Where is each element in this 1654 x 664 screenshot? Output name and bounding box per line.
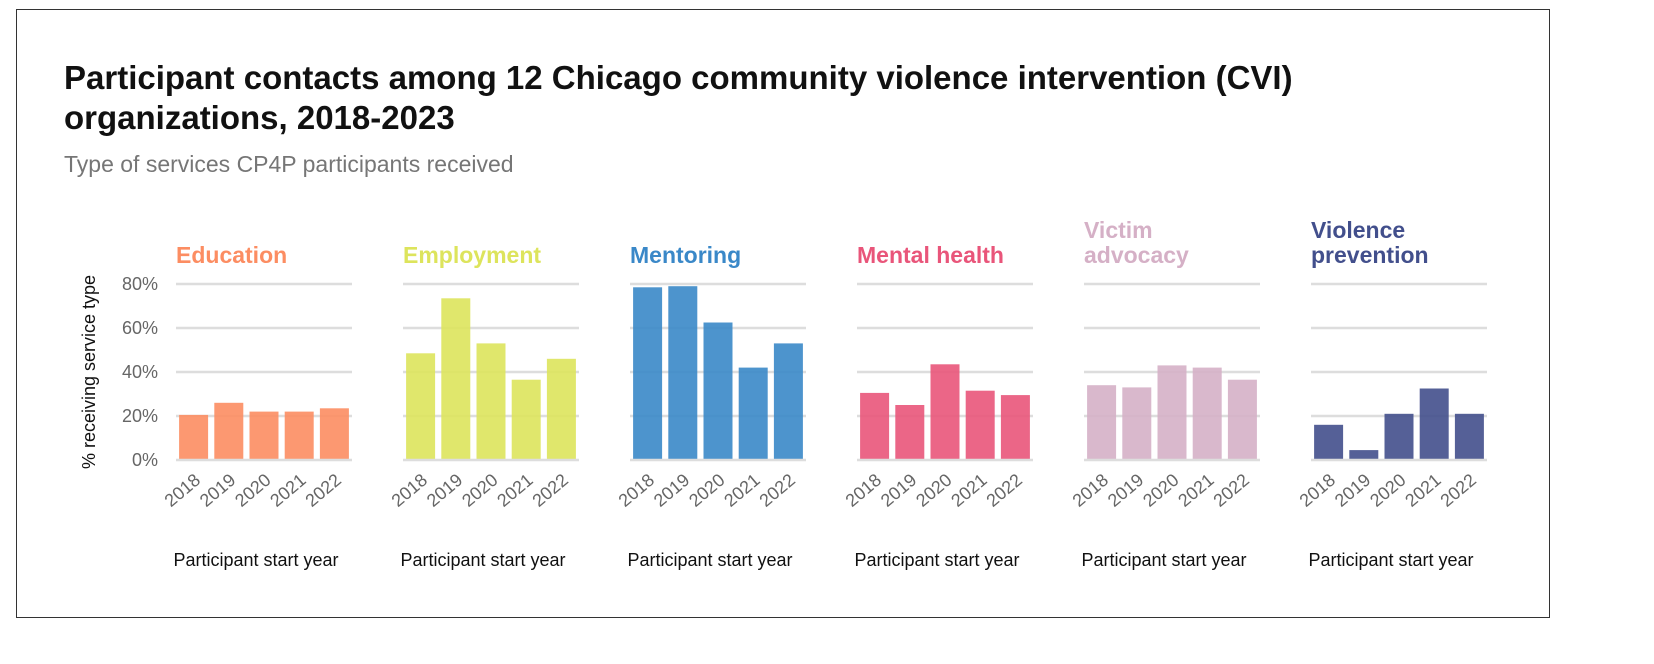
y-tick-label: 20% [122, 406, 158, 426]
bar-violence-prevention-2020 [1384, 413, 1414, 460]
bar-violence-prevention-2018 [1314, 424, 1344, 460]
bar-mentoring-2019 [668, 286, 698, 460]
bar-mental-health-2022 [1000, 395, 1030, 460]
y-axis-label: % receiving service type [79, 275, 99, 469]
panel-title-mental-health: Mental health [857, 242, 1004, 268]
x-axis-label: Participant start year [627, 550, 792, 570]
x-tick-label: 2019 [877, 470, 921, 511]
bar-violence-prevention-2019 [1349, 450, 1379, 460]
x-tick-label: 2021 [493, 470, 537, 511]
bar-education-2020 [249, 411, 279, 460]
y-tick-label: 40% [122, 362, 158, 382]
x-tick-label: 2018 [1069, 470, 1113, 511]
x-tick-label: 2022 [1209, 470, 1253, 511]
x-tick-label: 2021 [720, 470, 764, 511]
x-tick-label: 2018 [1296, 470, 1340, 511]
bar-employment-2021 [511, 379, 541, 460]
x-tick-label: 2022 [301, 470, 345, 511]
bar-victim-advocacy-2020 [1157, 365, 1187, 460]
x-tick-label: 2018 [388, 470, 432, 511]
x-tick-label: 2021 [947, 470, 991, 511]
bar-mentoring-2018 [633, 287, 663, 460]
bar-education-2021 [284, 411, 314, 460]
x-tick-label: 2019 [423, 470, 467, 511]
bar-violence-prevention-2022 [1454, 413, 1484, 460]
bar-employment-2019 [441, 298, 471, 460]
x-tick-label: 2018 [842, 470, 886, 511]
x-axis-label: Participant start year [854, 550, 1019, 570]
x-axis-label: Participant start year [1081, 550, 1246, 570]
x-tick-label: 2020 [458, 470, 502, 511]
bar-mental-health-2018 [860, 392, 890, 460]
x-tick-label: 2021 [1401, 470, 1445, 511]
x-axis-label: Participant start year [1308, 550, 1473, 570]
bar-education-2019 [214, 402, 244, 460]
x-tick-label: 2021 [266, 470, 310, 511]
x-tick-label: 2020 [912, 470, 956, 511]
y-tick-label: 0% [132, 450, 158, 470]
x-tick-label: 2020 [685, 470, 729, 511]
bar-education-2022 [319, 408, 349, 460]
panel-title-education: Education [176, 242, 287, 268]
chart-title: Participant contacts among 12 Chicago co… [64, 59, 1293, 136]
x-tick-label: 2020 [1139, 470, 1183, 511]
bar-employment-2020 [476, 343, 506, 460]
x-tick-label: 2021 [1174, 470, 1218, 511]
bar-victim-advocacy-2021 [1192, 367, 1222, 460]
bar-victim-advocacy-2019 [1122, 387, 1152, 460]
y-tick-label: 60% [122, 318, 158, 338]
x-axis-label: Participant start year [173, 550, 338, 570]
x-tick-label: 2020 [231, 470, 275, 511]
x-tick-label: 2022 [528, 470, 572, 511]
bar-victim-advocacy-2022 [1227, 379, 1257, 460]
panel-title-mentoring: Mentoring [630, 242, 741, 268]
bar-mentoring-2021 [738, 367, 768, 460]
bar-mental-health-2021 [965, 390, 995, 460]
bar-mental-health-2019 [895, 405, 925, 460]
x-tick-label: 2018 [161, 470, 205, 511]
x-tick-label: 2022 [755, 470, 799, 511]
bar-victim-advocacy-2018 [1087, 385, 1117, 460]
x-tick-label: 2019 [196, 470, 240, 511]
bar-education-2018 [179, 414, 209, 460]
bar-employment-2022 [546, 358, 576, 460]
x-tick-label: 2019 [1104, 470, 1148, 511]
x-tick-label: 2022 [1436, 470, 1480, 511]
bar-mentoring-2020 [703, 322, 733, 460]
chart-frame [16, 9, 1550, 618]
y-tick-label: 80% [122, 274, 158, 294]
x-tick-label: 2019 [650, 470, 694, 511]
bar-violence-prevention-2021 [1419, 388, 1449, 460]
x-axis-label: Participant start year [400, 550, 565, 570]
bar-employment-2018 [406, 353, 436, 460]
panel-title-victim-advocacy: Victim advocacy [1084, 217, 1189, 268]
x-tick-label: 2018 [615, 470, 659, 511]
x-tick-label: 2019 [1331, 470, 1375, 511]
x-tick-label: 2020 [1366, 470, 1410, 511]
bar-mental-health-2020 [930, 364, 960, 460]
panel-title-violence-prevention: Violence prevention [1311, 217, 1429, 268]
x-tick-label: 2022 [982, 470, 1026, 511]
panel-title-employment: Employment [403, 242, 541, 268]
chart-subtitle: Type of services CP4P participants recei… [64, 151, 514, 177]
bar-mentoring-2022 [773, 343, 803, 460]
